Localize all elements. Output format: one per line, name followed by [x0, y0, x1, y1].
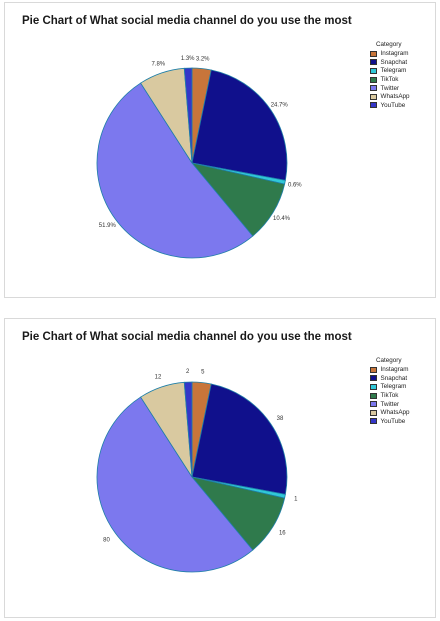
legend-swatch [370, 375, 377, 382]
legend-label: Twitter [380, 84, 400, 92]
legend-swatch [370, 93, 377, 100]
legend-label: WhatsApp [380, 409, 410, 417]
chart-legend: Category Instagram Snapchat Telegram TikTok… [370, 357, 410, 426]
pie-chart-panel-percent: Pie Chart of What social media channel d… [4, 2, 436, 298]
legend-item-whatsapp: WhatsApp [370, 92, 410, 101]
pie-slice-snapchat [191, 383, 288, 495]
legend-label: YouTube [380, 101, 406, 109]
legend-swatch [370, 392, 377, 399]
pie-slice-youtube [183, 381, 193, 478]
pie-slice-twitter [96, 82, 254, 259]
legend-title: Category [376, 41, 402, 48]
legend-swatch [370, 418, 377, 425]
legend-item-youtube: YouTube [370, 101, 410, 110]
chart-legend: Category Instagram Snapchat Telegram TikTok… [370, 41, 410, 110]
legend-label: Telegram [380, 67, 407, 75]
legend-item-snapchat: Snapchat [370, 58, 410, 67]
slice-label-tiktok: 10.4% [273, 216, 291, 222]
legend-item-snapchat: Snapchat [370, 374, 410, 383]
slice-label-youtube: 1.3% [181, 56, 195, 62]
legend-label: Twitter [380, 400, 400, 408]
slice-label-whatsapp: 12 [155, 375, 162, 381]
legend-label: Instagram [380, 366, 409, 374]
legend-swatch [370, 383, 377, 390]
legend-swatch [370, 50, 377, 57]
legend-item-telegram: Telegram [370, 67, 410, 76]
legend-swatch [370, 366, 377, 373]
legend-title: Category [376, 357, 402, 364]
legend-swatch [370, 85, 377, 92]
legend-item-instagram: Instagram [370, 50, 410, 59]
slice-label-snapchat: 24.7% [271, 102, 289, 108]
pie-slice-snapchat [191, 69, 288, 181]
legend-item-twitter: Twitter [370, 84, 410, 93]
legend-item-instagram: Instagram [370, 366, 410, 375]
pie-chart-panel-count: Pie Chart of What social media channel d… [4, 318, 436, 618]
legend-item-youtube: YouTube [370, 417, 410, 426]
slice-label-instagram: 5 [201, 370, 205, 376]
slice-label-instagram: 3.2% [196, 57, 210, 63]
legend-item-twitter: Twitter [370, 400, 410, 409]
slice-label-tiktok: 16 [279, 531, 286, 537]
legend-swatch [370, 67, 377, 74]
legend-swatch [370, 59, 377, 66]
pie-chart-percent: 3.2% 24.7% 0.6% 10.4% 51.9% 7.8% 1.3% [96, 56, 302, 259]
slice-label-telegram: 1 [294, 497, 298, 503]
legend-label: YouTube [380, 417, 406, 425]
slice-label-telegram: 0.6% [288, 182, 302, 188]
legend-label: Telegram [380, 383, 407, 391]
legend-item-tiktok: TikTok [370, 75, 410, 84]
legend-swatch [370, 409, 377, 416]
slice-label-snapchat: 38 [277, 416, 284, 422]
legend-label: TikTok [380, 392, 399, 400]
slice-label-whatsapp: 7.8% [151, 62, 165, 68]
legend-item-tiktok: TikTok [370, 391, 410, 400]
legend-swatch [370, 401, 377, 408]
pie-chart-count: 5 38 1 16 80 12 2 [96, 369, 298, 573]
slice-label-youtube: 2 [186, 369, 190, 375]
legend-item-whatsapp: WhatsApp [370, 408, 410, 417]
slice-label-twitter: 51.9% [99, 223, 117, 229]
pie-slice-twitter [96, 396, 254, 573]
legend-label: Snapchat [380, 58, 408, 66]
legend-label: Snapchat [380, 374, 408, 382]
legend-label: Instagram [380, 50, 409, 58]
legend-swatch [370, 102, 377, 109]
chart-title: Pie Chart of What social media channel d… [22, 15, 352, 27]
legend-swatch [370, 76, 377, 83]
legend-item-telegram: Telegram [370, 383, 410, 392]
legend-label: TikTok [380, 76, 399, 84]
slice-label-twitter: 80 [103, 538, 110, 544]
chart-title: Pie Chart of What social media channel d… [22, 331, 352, 343]
pie-slice-youtube [183, 67, 193, 164]
legend-label: WhatsApp [380, 93, 410, 101]
